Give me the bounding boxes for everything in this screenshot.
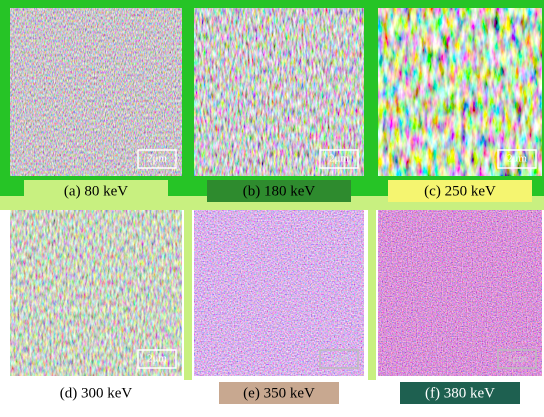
micrograph xyxy=(10,8,182,176)
caption: (e) 350 keV xyxy=(243,385,315,401)
scale-bar-label: 2μm xyxy=(329,153,349,165)
micrograph xyxy=(378,8,542,176)
figure: 2μm (a) 80 keV 2μm (b) 180 keV 2μm (c) 250 ke… xyxy=(0,0,544,412)
caption: (a) 80 keV xyxy=(64,183,128,199)
micrograph xyxy=(194,8,364,176)
band xyxy=(184,210,192,380)
caption: (b) 180 keV xyxy=(243,183,316,199)
caption: (d) 300 keV xyxy=(60,385,133,401)
scale-bar-label: 1μm xyxy=(507,353,527,365)
scale-bar-label: 2μm xyxy=(147,153,167,165)
micrograph xyxy=(10,210,182,376)
scale-bar-label: 2μm xyxy=(507,153,527,165)
micrograph xyxy=(194,210,364,376)
scale-bar-label: 1μm xyxy=(329,353,349,365)
scale-bar-label: 2μm xyxy=(147,353,167,365)
page: 2μm (a) 80 keV 2μm (b) 180 keV 2μm (c) 250 ke… xyxy=(0,0,544,412)
caption: (c) 250 keV xyxy=(424,183,496,199)
caption: (f) 380 keV xyxy=(425,385,495,401)
band xyxy=(368,210,376,380)
micrograph xyxy=(378,210,542,376)
